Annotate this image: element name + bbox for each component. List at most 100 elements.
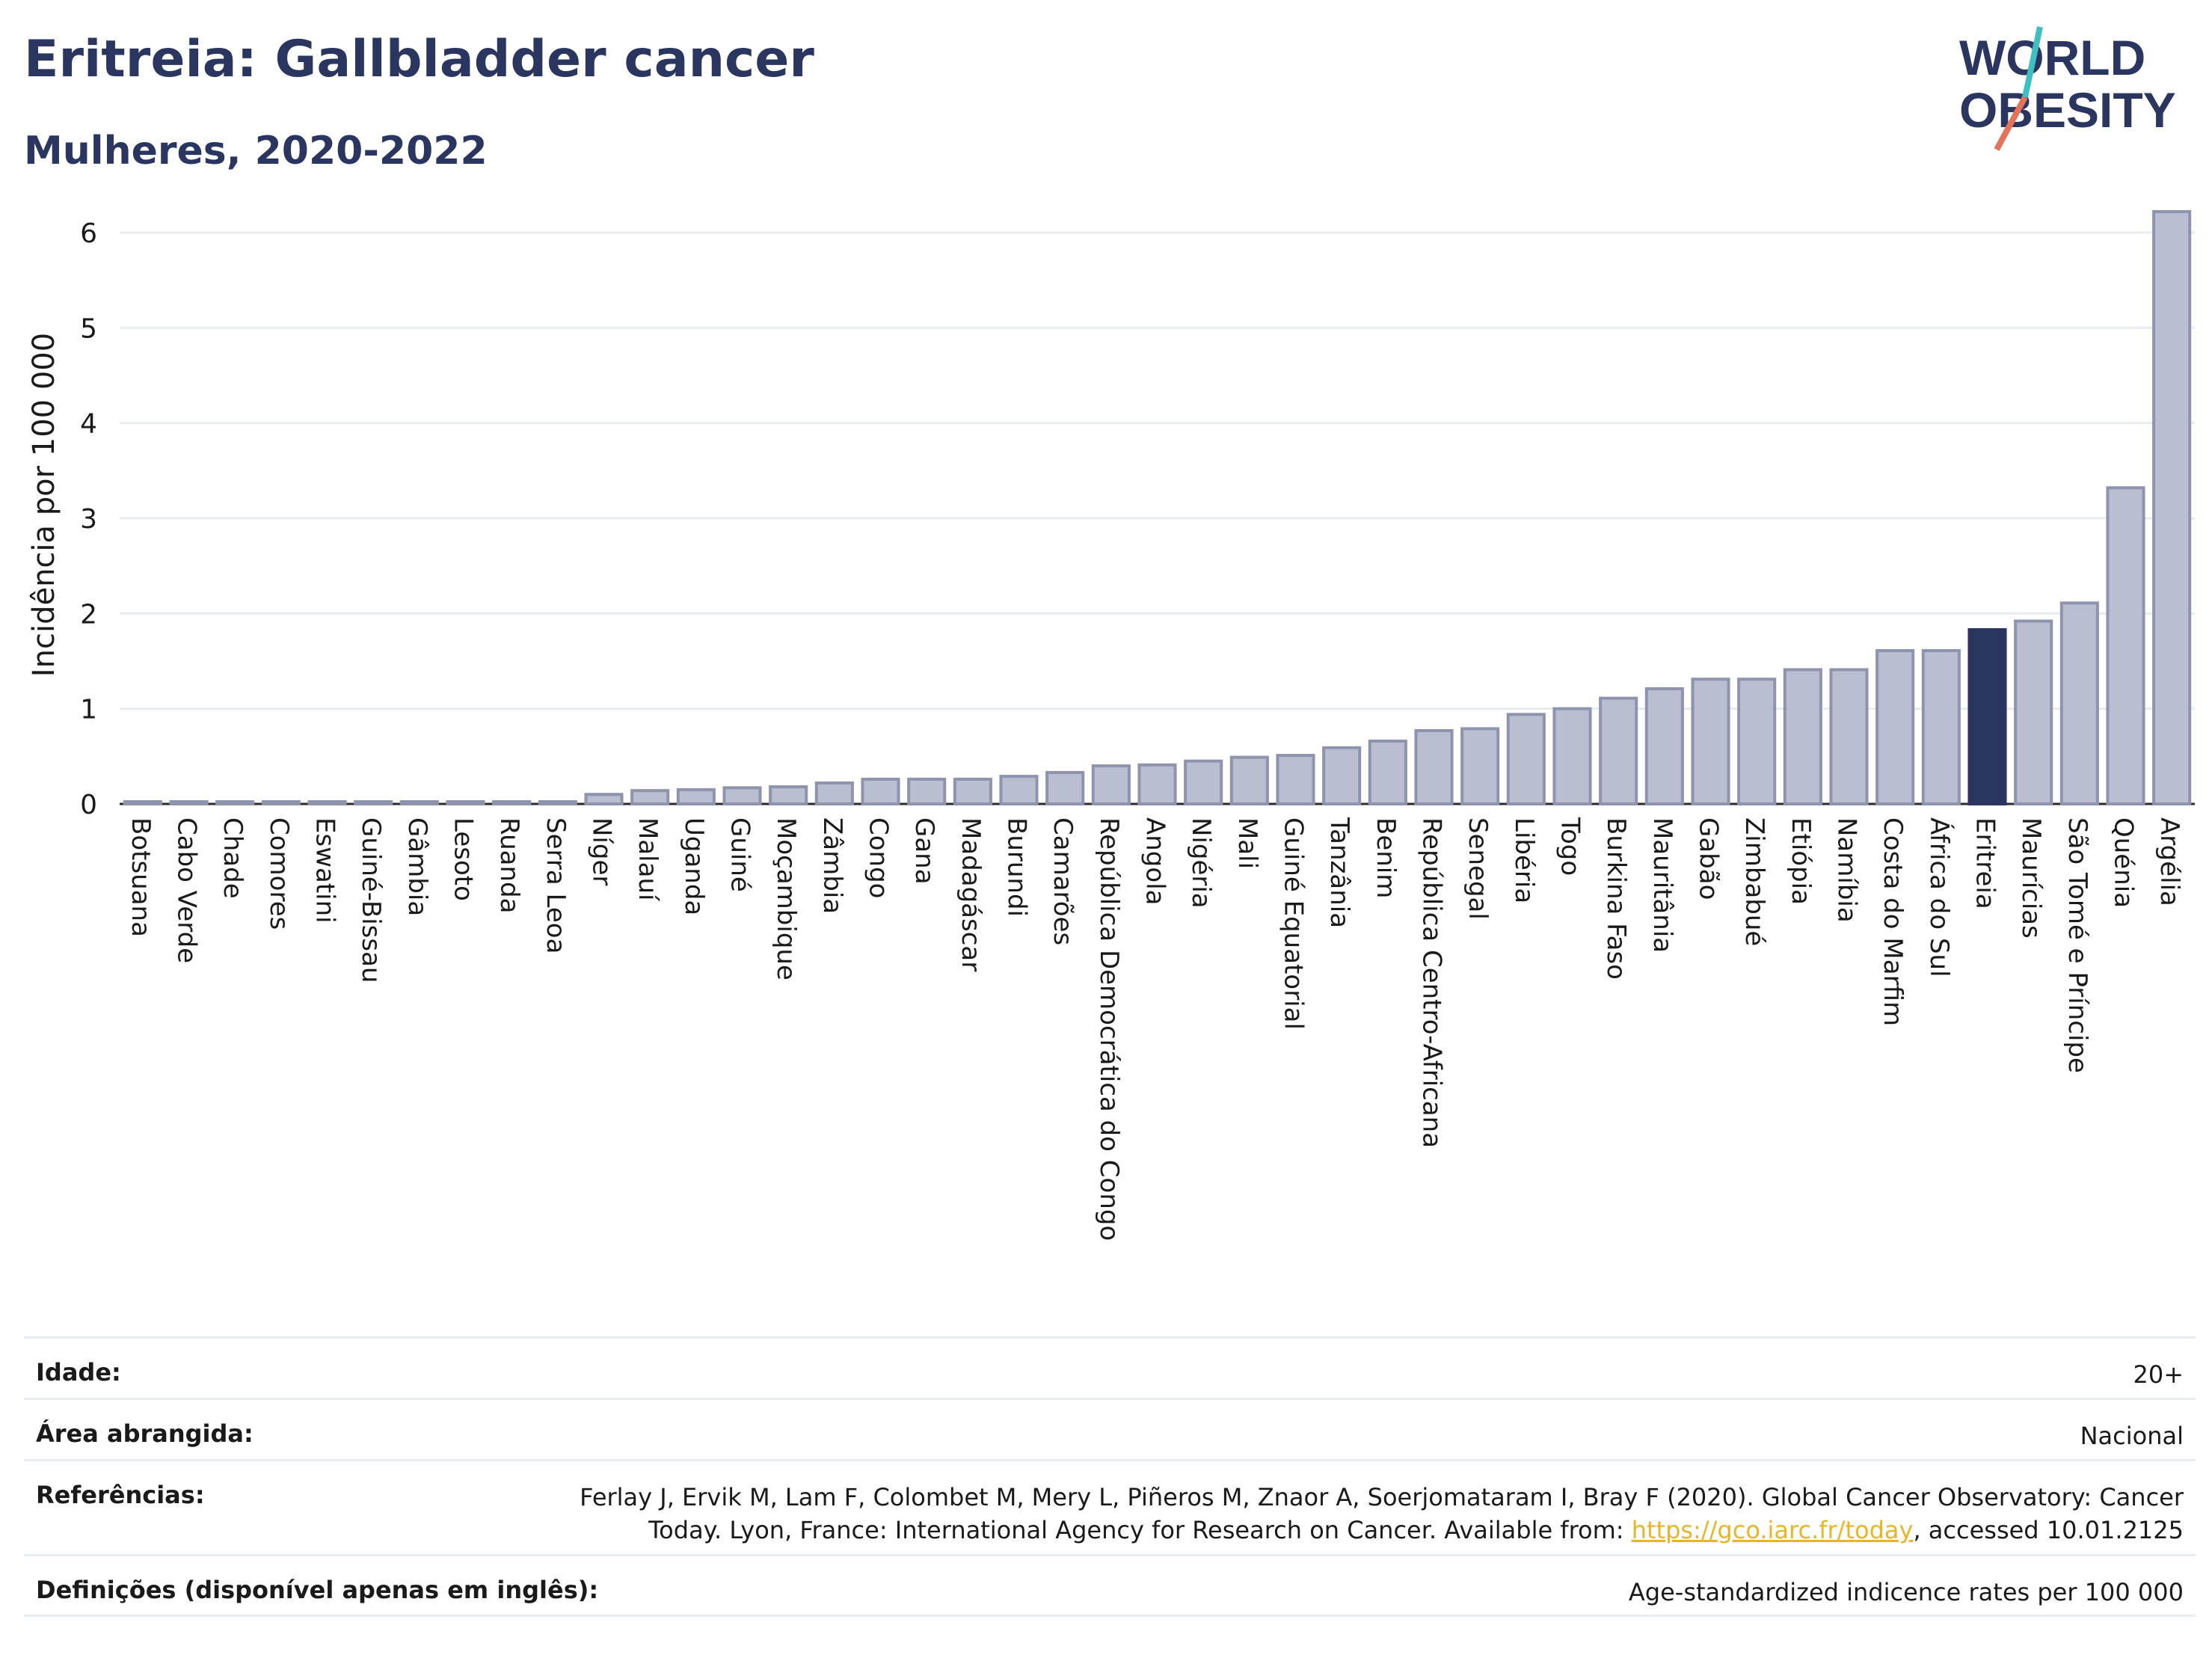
bar <box>1829 668 1869 805</box>
bar <box>1137 763 1177 805</box>
x-tick-label: Burkina Faso <box>1601 817 1631 980</box>
bar <box>1875 648 1915 805</box>
x-tick-label: Zimbabué <box>1739 817 1769 946</box>
references-value: Ferlay J, Ervik M, Lam F, Colombet M, Me… <box>580 1481 2184 1547</box>
x-tick-label: Maurícias <box>2016 817 2046 939</box>
y-tick-label: 1 <box>80 695 97 725</box>
x-tick-label: Camarões <box>1048 817 1078 945</box>
bar <box>630 789 670 805</box>
bar <box>1506 713 1546 805</box>
x-tick-label: Chade <box>218 817 248 899</box>
logo-line-2: OBESITY <box>1959 82 2176 138</box>
bar <box>2106 486 2145 805</box>
x-tick-label: Cabo Verde <box>172 817 202 963</box>
bar <box>538 800 577 805</box>
logo-graphic: WORLD OBESITY <box>1959 26 2176 151</box>
bar <box>446 800 485 805</box>
bar <box>169 800 209 805</box>
x-tick-label: Lesoto <box>449 817 479 901</box>
y-tick-label: 5 <box>80 313 97 344</box>
references-text-2: Today. Lyon, France: International Agenc… <box>648 1516 1632 1544</box>
age-label: Idade: <box>36 1358 121 1387</box>
area-label: Área abrangida: <box>36 1419 254 1448</box>
x-tick-label: Níger <box>587 817 617 885</box>
meta-row-definitions: Definições (disponível apenas em inglês)… <box>24 1554 2196 1617</box>
x-tick-label: Namíbia <box>1832 817 1862 923</box>
x-tick-label: Mauritânia <box>1647 817 1677 953</box>
bar <box>1322 746 1362 805</box>
x-tick-label: República Democrática do Congo <box>1094 817 1124 1241</box>
bar <box>999 775 1039 805</box>
x-tick-label: Congo <box>864 817 894 898</box>
meta-row-area: Área abrangida: Nacional <box>24 1398 2196 1459</box>
bar <box>1691 678 1730 805</box>
x-tick-label: Angola <box>1140 817 1170 905</box>
page-title: Eritreia: Gallbladder cancer <box>24 30 814 89</box>
bar <box>399 800 439 805</box>
references-text-3: , accessed 10.01.2125 <box>1913 1516 2184 1544</box>
bar <box>2152 209 2192 805</box>
bars <box>123 209 2192 805</box>
page-subtitle: Mulheres, 2020-2022 <box>24 129 488 174</box>
x-tick-label: Burundi <box>1002 817 1032 917</box>
x-tick-label: Senegal <box>1463 817 1493 920</box>
logo-slash-teal <box>2022 26 2043 98</box>
bar-highlighted <box>1967 627 2007 805</box>
x-tick-label: África do Sul <box>1924 817 1955 977</box>
bar <box>861 777 900 805</box>
bar <box>1368 739 1407 805</box>
x-tick-label: Gâmbia <box>402 817 432 916</box>
bar <box>722 786 762 805</box>
bar <box>1045 770 1085 805</box>
metadata-table: Idade: 20+ Área abrangida: Nacional Refe… <box>24 1336 2196 1617</box>
bar <box>1229 755 1269 805</box>
x-tick-label: Argélia <box>2154 817 2184 906</box>
x-axis-labels: Botsuana Cabo Verde Chade Comores Eswatini Gu… <box>126 817 2184 1241</box>
bar <box>1276 754 1315 805</box>
x-tick-label: Zâmbia <box>817 817 847 914</box>
bar <box>1552 707 1592 805</box>
bar-chart: 0 1 2 3 4 5 6 Botsuana Cabo Verde Chade Comores Es… <box>27 209 2195 1241</box>
bar <box>676 787 716 805</box>
references-text-1: Ferlay J, Ervik M, Lam F, Colombet M, Me… <box>580 1483 2184 1511</box>
x-tick-label: Uganda <box>679 817 709 915</box>
bar <box>492 800 532 805</box>
bar <box>1783 668 1822 805</box>
bar <box>2059 601 2099 805</box>
x-tick-label: Guiné <box>725 817 755 892</box>
x-tick-label: Costa do Marfim <box>1878 817 1908 1026</box>
x-tick-label: República Centro-Africana <box>1417 817 1447 1148</box>
y-tick-label: 2 <box>80 599 97 630</box>
meta-row-references: Referências: Ferlay J, Ervik M, Lam F, C… <box>24 1459 2196 1554</box>
bar <box>1737 678 1777 805</box>
world-obesity-logo: WORLD OBESITY <box>1944 22 2191 165</box>
y-tick-label: 0 <box>80 790 97 820</box>
x-tick-label: Guiné Equatorial <box>1279 817 1309 1030</box>
bar <box>1599 696 1638 805</box>
x-tick-label: Gana <box>909 817 939 885</box>
age-value: 20+ <box>2133 1360 2184 1389</box>
references-link[interactable]: https://gco.iarc.fr/today <box>1631 1516 1914 1544</box>
bar <box>1414 728 1454 805</box>
area-value: Nacional <box>2080 1422 2184 1450</box>
x-tick-label: Eritreia <box>1970 817 2000 909</box>
x-tick-label: Togo <box>1555 817 1585 876</box>
x-tick-label: Libéria <box>1509 817 1539 903</box>
x-tick-label: São Tomé e Príncipe <box>2062 817 2092 1073</box>
y-tick-label: 6 <box>80 218 97 249</box>
x-tick-label: Ruanda <box>494 817 524 913</box>
x-tick-label: Botsuana <box>126 817 156 937</box>
bar <box>1921 648 1961 805</box>
x-tick-label: Benim <box>1371 817 1401 898</box>
x-tick-label: Nigéria <box>1186 817 1216 909</box>
bar <box>584 793 624 805</box>
y-axis-label: Incidência por 100 000 <box>27 333 61 677</box>
x-tick-label: Guiné-Bissau <box>356 817 386 983</box>
x-tick-label: Quénia <box>2109 817 2139 908</box>
bar <box>1091 764 1131 805</box>
bar <box>261 800 301 805</box>
x-tick-label: Madagáscar <box>956 817 986 971</box>
x-tick-label: Moçambique <box>771 817 801 980</box>
bar <box>814 781 854 805</box>
bar <box>769 785 808 805</box>
